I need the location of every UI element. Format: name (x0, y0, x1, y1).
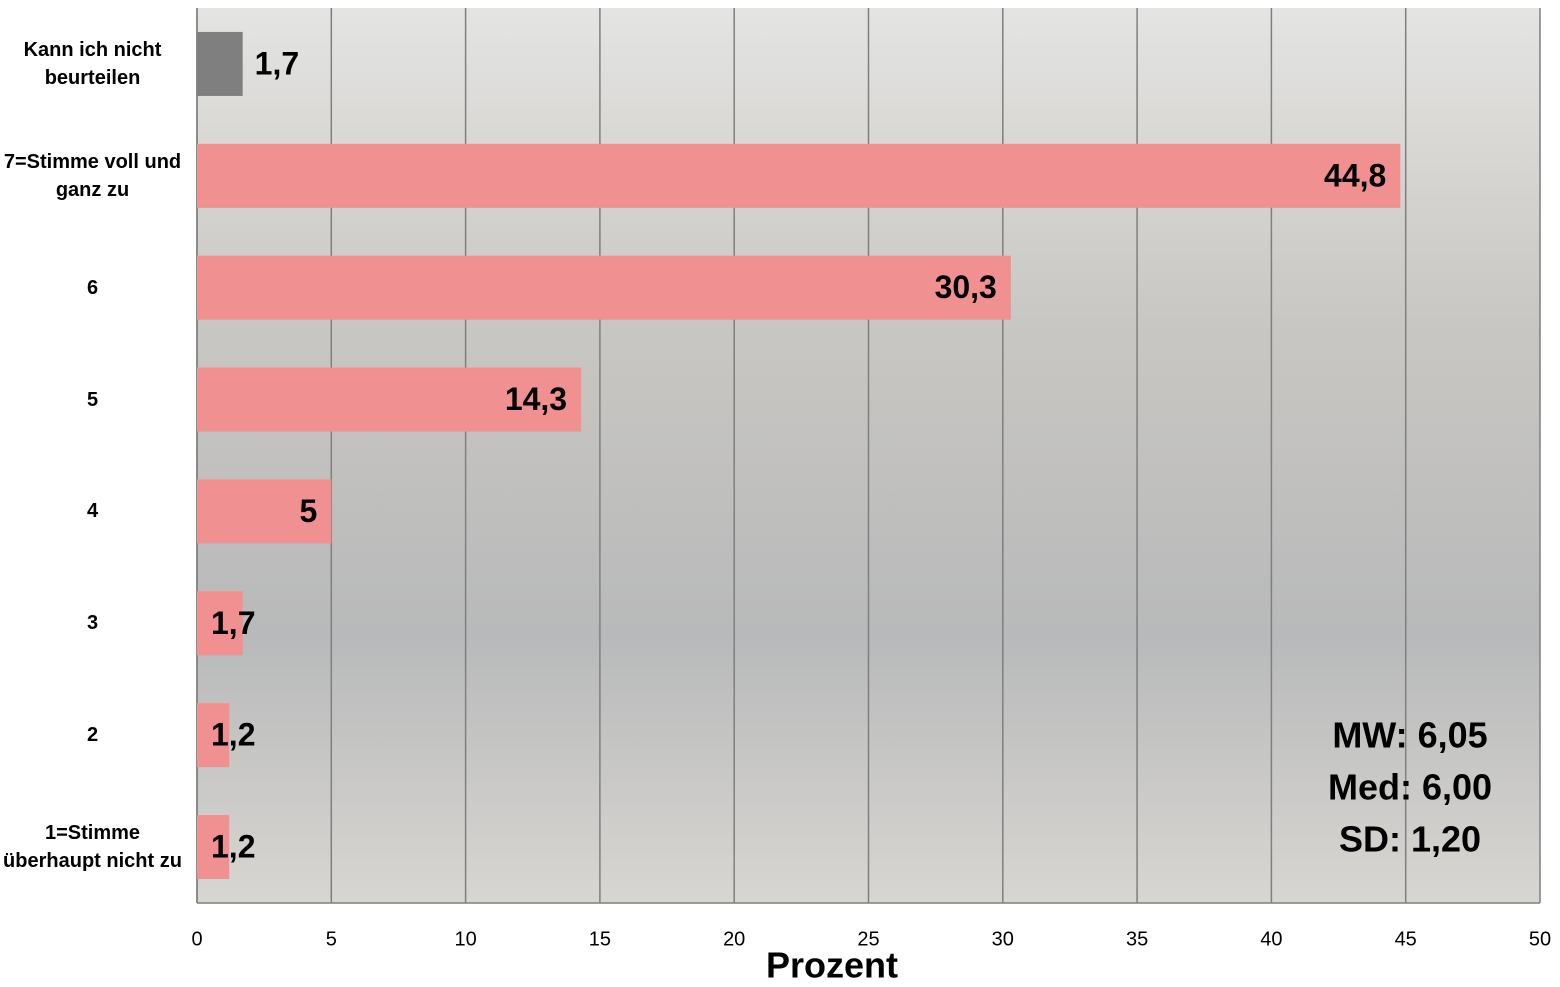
y-tick-label: 1=Stimme überhaupt nicht zu (0, 819, 185, 875)
x-tick-label: 30 (992, 928, 1014, 950)
y-tick-label: 4 (0, 497, 185, 525)
value-label: 1,2 (211, 717, 255, 753)
y-tick-label: 6 (0, 274, 185, 302)
y-tick-label: 7=Stimme voll und ganz zu (0, 148, 185, 204)
x-tick-label: 45 (1395, 928, 1417, 950)
annotation: Med: 6,00 (1328, 767, 1492, 808)
value-label: 14,3 (505, 381, 567, 417)
x-tick-label: 10 (454, 928, 476, 950)
x-tick-label: 25 (857, 928, 879, 950)
annotation: SD: 1,20 (1339, 819, 1481, 860)
bar (197, 256, 1011, 320)
value-label: 1,7 (255, 45, 299, 81)
y-tick-label: 5 (0, 386, 185, 414)
y-tick-label: 2 (0, 721, 185, 749)
y-tick-label: Kann ich nicht beurteilen (0, 36, 185, 92)
value-label: 44,8 (1324, 157, 1386, 193)
chart-svg: Prozent 051015202530354045501,744,830,31… (0, 0, 1560, 987)
value-label: 5 (300, 493, 318, 529)
x-tick-label: 5 (326, 928, 337, 950)
value-label: 1,7 (211, 605, 255, 641)
chart: Prozent 051015202530354045501,744,830,31… (0, 0, 1560, 987)
x-tick-label: 0 (191, 928, 202, 950)
x-axis-title: Prozent (766, 945, 898, 986)
x-tick-label: 15 (589, 928, 611, 950)
bar (197, 144, 1400, 208)
annotation: MW: 6,05 (1332, 715, 1487, 756)
x-tick-label: 35 (1126, 928, 1148, 950)
x-tick-label: 40 (1260, 928, 1282, 950)
x-tick-label: 20 (723, 928, 745, 950)
value-label: 30,3 (935, 269, 997, 305)
bar (197, 32, 243, 96)
y-tick-label: 3 (0, 609, 185, 637)
x-tick-label: 50 (1529, 928, 1551, 950)
value-label: 1,2 (211, 829, 255, 865)
